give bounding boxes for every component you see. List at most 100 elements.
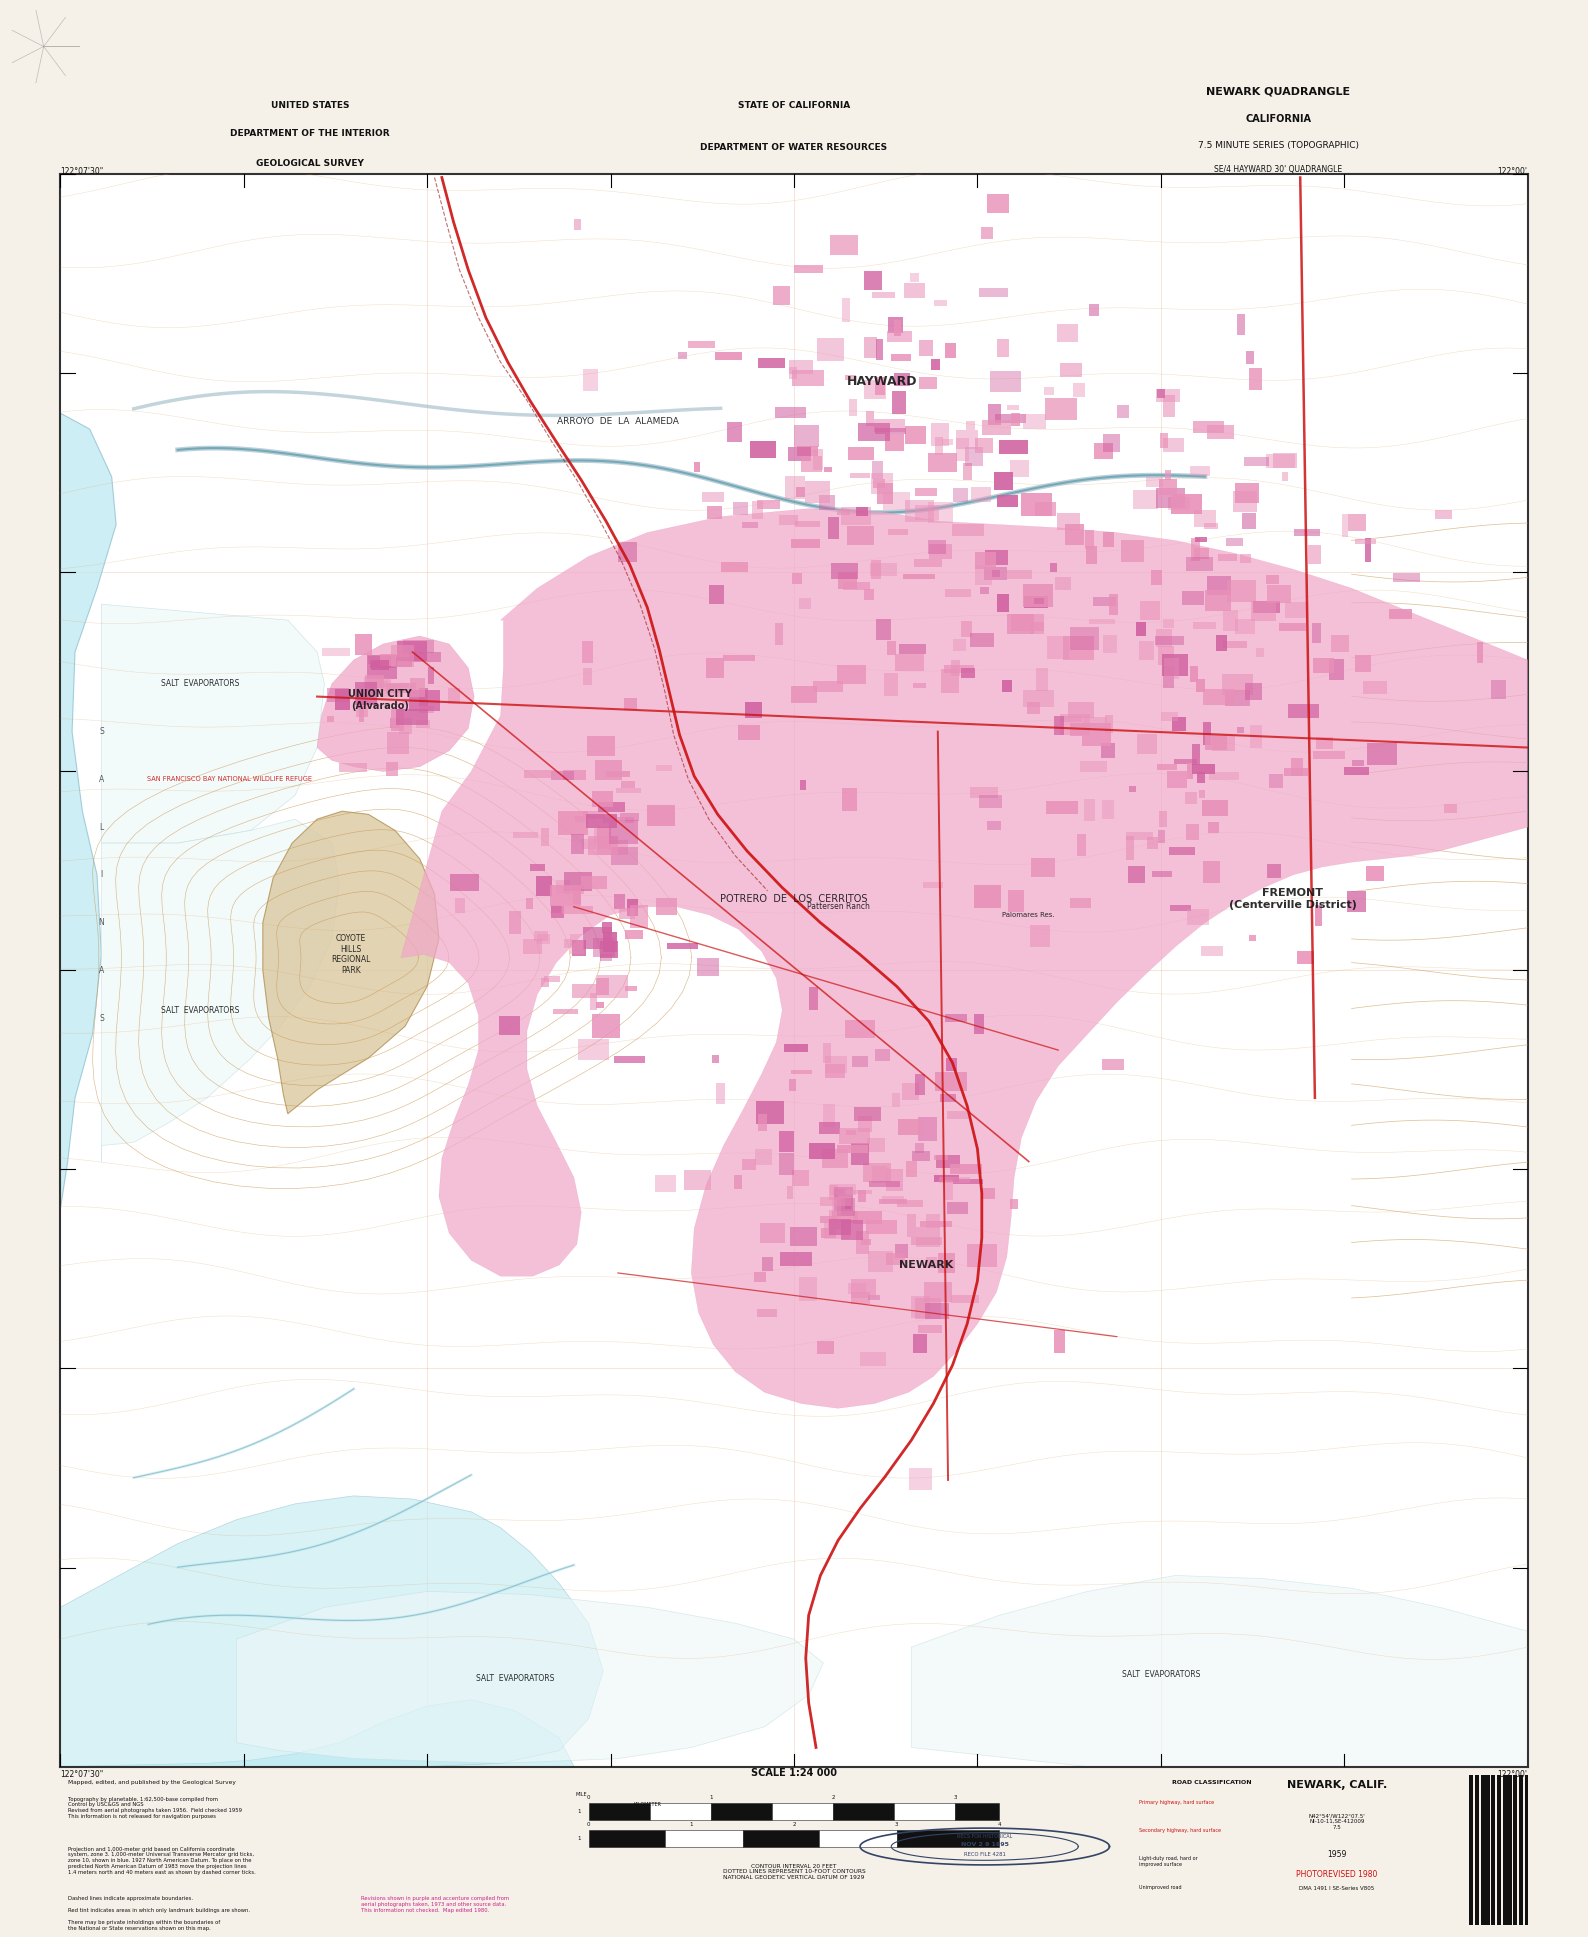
Bar: [854, 1108, 880, 1122]
Bar: [819, 1830, 897, 1846]
Bar: [1069, 703, 1094, 719]
Bar: [1139, 641, 1154, 661]
Text: 2: 2: [832, 1796, 835, 1799]
Bar: [869, 1182, 900, 1187]
Bar: [335, 690, 349, 709]
Bar: [942, 438, 953, 446]
Bar: [904, 283, 926, 298]
Bar: [1267, 585, 1291, 602]
Bar: [1140, 600, 1159, 620]
Bar: [1147, 477, 1162, 486]
Bar: [946, 1058, 958, 1071]
Bar: [1205, 591, 1231, 610]
Bar: [842, 298, 850, 322]
Bar: [1126, 837, 1134, 860]
Bar: [403, 641, 434, 653]
Bar: [931, 358, 940, 370]
Bar: [564, 885, 584, 895]
Bar: [1104, 635, 1116, 653]
Bar: [721, 562, 748, 571]
Bar: [365, 676, 383, 688]
Bar: [1518, 1774, 1523, 1925]
Bar: [856, 1232, 869, 1255]
Text: DEPARTMENT OF WATER RESOURCES: DEPARTMENT OF WATER RESOURCES: [700, 143, 888, 153]
Bar: [1008, 889, 1024, 912]
Bar: [1189, 666, 1197, 682]
Text: 0: 0: [588, 1796, 591, 1799]
Bar: [1172, 494, 1202, 513]
Bar: [851, 1056, 869, 1067]
Bar: [1193, 763, 1215, 773]
Bar: [1151, 569, 1162, 585]
Bar: [880, 1199, 907, 1205]
Bar: [1207, 577, 1231, 595]
Bar: [838, 571, 858, 589]
Bar: [962, 463, 972, 480]
Bar: [970, 786, 997, 798]
Bar: [1162, 438, 1183, 453]
Text: COYOTE
HILLS
REGIONAL
PARK: COYOTE HILLS REGIONAL PARK: [332, 934, 370, 974]
Text: SALT  EVAPORATORS: SALT EVAPORATORS: [160, 1005, 238, 1015]
Bar: [848, 447, 873, 461]
Bar: [592, 1015, 621, 1038]
Text: GEOLOGICAL SURVEY: GEOLOGICAL SURVEY: [256, 159, 364, 169]
Bar: [892, 391, 905, 415]
Bar: [966, 420, 975, 430]
Text: 122°07'30": 122°07'30": [60, 1770, 103, 1778]
Bar: [997, 494, 1018, 507]
Bar: [796, 486, 805, 498]
Bar: [602, 922, 611, 934]
Bar: [630, 905, 648, 928]
Bar: [872, 560, 881, 579]
Bar: [327, 688, 349, 701]
Bar: [1194, 509, 1216, 527]
Bar: [1193, 744, 1201, 765]
Bar: [1159, 434, 1167, 447]
Bar: [988, 405, 1000, 424]
Bar: [408, 651, 441, 662]
Bar: [665, 1830, 743, 1846]
Bar: [367, 655, 397, 678]
Bar: [583, 370, 597, 391]
Bar: [391, 709, 405, 732]
Bar: [1002, 680, 1013, 692]
Bar: [1061, 364, 1083, 378]
Bar: [970, 488, 991, 502]
Bar: [724, 655, 756, 661]
Bar: [553, 1009, 578, 1013]
Bar: [1046, 802, 1078, 814]
Bar: [599, 802, 624, 812]
Bar: [796, 521, 819, 527]
Bar: [877, 620, 891, 639]
Bar: [1524, 1774, 1534, 1925]
Bar: [549, 885, 581, 907]
Bar: [894, 320, 900, 337]
Bar: [556, 879, 570, 895]
Bar: [402, 697, 410, 705]
Bar: [1237, 314, 1245, 335]
Text: UNITED STATES: UNITED STATES: [270, 101, 349, 110]
Bar: [1054, 715, 1064, 734]
Bar: [542, 829, 549, 846]
Bar: [842, 1220, 864, 1240]
Bar: [537, 876, 553, 895]
Bar: [1297, 951, 1313, 965]
Bar: [1126, 833, 1153, 839]
Bar: [897, 1199, 923, 1207]
Bar: [1243, 457, 1269, 467]
Bar: [981, 420, 1012, 436]
Bar: [926, 1214, 940, 1228]
Bar: [588, 837, 618, 856]
Bar: [610, 819, 638, 845]
Bar: [694, 463, 700, 473]
Bar: [892, 1092, 900, 1108]
Bar: [753, 502, 762, 519]
Bar: [894, 1803, 956, 1821]
Bar: [368, 657, 395, 664]
Bar: [1105, 715, 1113, 732]
Bar: [953, 523, 985, 535]
Bar: [827, 1218, 845, 1230]
Bar: [738, 724, 759, 740]
Bar: [1161, 653, 1188, 676]
Bar: [750, 442, 777, 459]
